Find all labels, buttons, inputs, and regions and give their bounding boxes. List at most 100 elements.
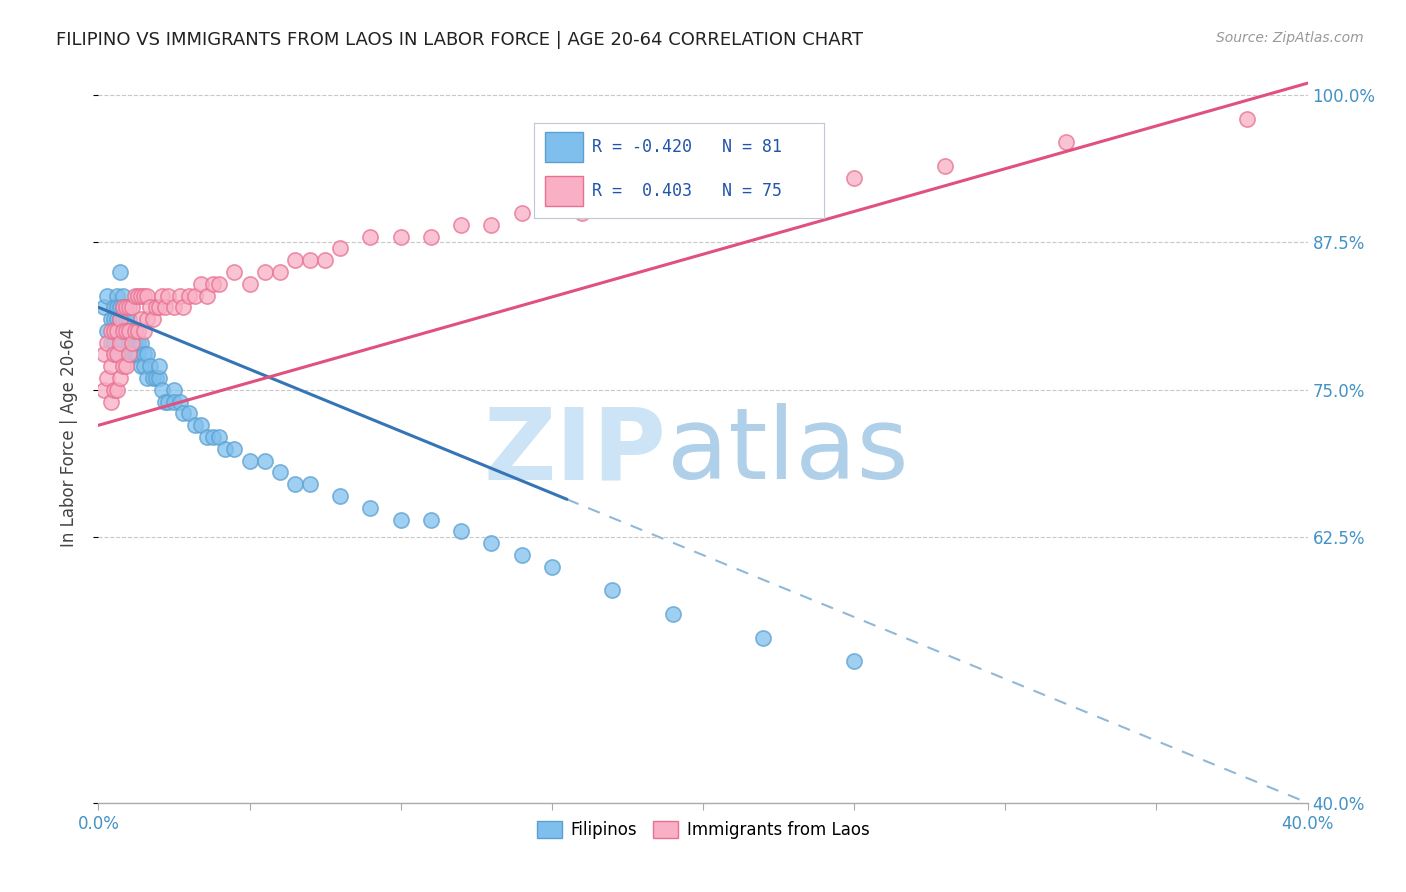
Point <box>172 301 194 315</box>
Point <box>153 301 176 315</box>
Point <box>105 324 128 338</box>
Point <box>100 324 122 338</box>
Point <box>139 301 162 315</box>
Point <box>105 383 128 397</box>
Point <box>118 335 141 350</box>
Point <box>108 371 131 385</box>
Point <box>118 324 141 338</box>
Point <box>172 407 194 421</box>
Point <box>284 477 307 491</box>
Point <box>124 288 146 302</box>
Point <box>111 301 134 315</box>
Point <box>132 288 155 302</box>
Point <box>179 407 201 421</box>
Point <box>450 218 472 232</box>
Point <box>127 335 149 350</box>
Point <box>481 218 503 232</box>
Point <box>124 324 146 338</box>
Point <box>100 394 122 409</box>
Point <box>752 631 775 645</box>
Point <box>114 359 136 374</box>
Point <box>103 312 125 326</box>
Point <box>314 253 336 268</box>
Point <box>360 500 382 515</box>
Point <box>111 301 134 315</box>
Point <box>127 324 149 338</box>
Point <box>1236 112 1258 126</box>
Point <box>150 288 173 302</box>
Point <box>129 335 152 350</box>
Point <box>103 324 125 338</box>
Point <box>121 324 143 338</box>
Point <box>299 477 322 491</box>
Point <box>135 288 157 302</box>
Point <box>208 430 231 444</box>
Point <box>105 312 128 326</box>
Point <box>111 312 134 326</box>
Point <box>135 347 157 361</box>
Point <box>1054 135 1077 149</box>
Y-axis label: In Labor Force | Age 20-64: In Labor Force | Age 20-64 <box>59 327 77 547</box>
Point <box>190 277 212 291</box>
Point <box>360 229 382 244</box>
Point <box>114 301 136 315</box>
Point <box>111 288 134 302</box>
Point <box>114 301 136 315</box>
Point <box>153 394 176 409</box>
Point <box>844 170 866 185</box>
Point <box>103 347 125 361</box>
Point <box>108 312 131 326</box>
Point <box>150 383 173 397</box>
Point <box>184 418 207 433</box>
Point <box>179 288 201 302</box>
Point <box>118 312 141 326</box>
Point <box>420 513 443 527</box>
Point <box>111 324 134 338</box>
Point <box>269 265 291 279</box>
Point <box>934 159 956 173</box>
Point <box>118 347 141 361</box>
Point <box>214 442 236 456</box>
Point <box>100 312 122 326</box>
Point <box>100 335 122 350</box>
Point <box>239 453 262 467</box>
Point <box>224 442 246 456</box>
Point <box>420 229 443 244</box>
Point <box>148 371 170 385</box>
Point <box>450 524 472 539</box>
Text: Source: ZipAtlas.com: Source: ZipAtlas.com <box>1216 31 1364 45</box>
Point <box>169 288 191 302</box>
Point <box>111 324 134 338</box>
Point <box>108 335 131 350</box>
Point <box>103 301 125 315</box>
Point <box>121 301 143 315</box>
Point <box>142 371 165 385</box>
Point <box>96 324 118 338</box>
Point <box>121 335 143 350</box>
Point <box>163 301 186 315</box>
Point <box>145 301 167 315</box>
Point <box>156 394 179 409</box>
Point <box>132 347 155 361</box>
Point <box>163 394 186 409</box>
Point <box>253 265 276 279</box>
Point <box>208 277 231 291</box>
Point <box>253 453 276 467</box>
Point <box>108 335 131 350</box>
Point <box>692 182 714 196</box>
Point <box>156 288 179 302</box>
Point <box>103 347 125 361</box>
Point <box>661 607 683 621</box>
Point <box>239 277 262 291</box>
Point <box>111 359 134 374</box>
Point <box>129 359 152 374</box>
Point <box>148 301 170 315</box>
Point <box>93 301 115 315</box>
Point <box>105 301 128 315</box>
Point <box>169 394 191 409</box>
Point <box>96 371 118 385</box>
Point <box>108 312 131 326</box>
Point <box>103 324 125 338</box>
Point <box>202 277 225 291</box>
Point <box>105 347 128 361</box>
